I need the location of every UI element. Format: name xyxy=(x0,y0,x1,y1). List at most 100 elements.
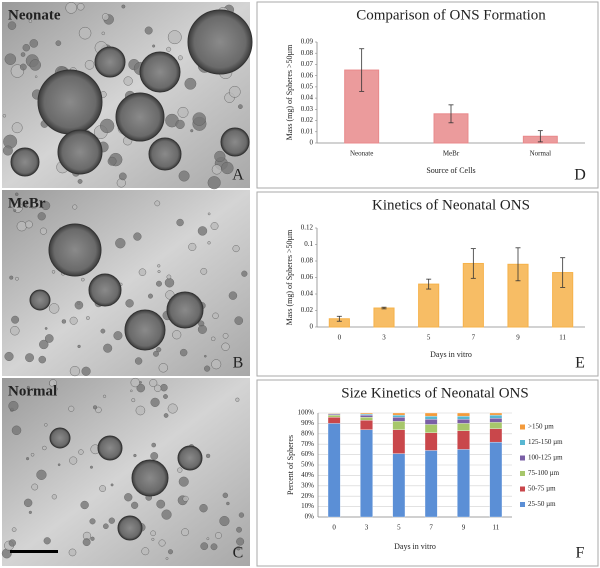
cell xyxy=(26,385,30,390)
cell xyxy=(100,328,106,334)
cell xyxy=(163,394,168,399)
sphere xyxy=(29,289,51,311)
micrograph: Normal C xyxy=(1,377,250,566)
cell xyxy=(2,114,7,118)
cell xyxy=(101,13,110,21)
cell xyxy=(135,405,146,416)
sphere xyxy=(124,309,166,351)
cell xyxy=(77,178,83,184)
micrograph: MeBr B xyxy=(2,190,250,377)
panel-title: Normal xyxy=(8,383,57,399)
cell xyxy=(157,270,161,274)
cell xyxy=(80,500,89,510)
cell xyxy=(179,348,188,357)
y-tick-label: 0.06 xyxy=(301,273,314,281)
cell xyxy=(236,537,245,546)
cell xyxy=(74,300,84,310)
cell xyxy=(103,523,109,530)
cell xyxy=(34,75,38,78)
y-tick-label: 0.06 xyxy=(301,71,314,79)
cell xyxy=(236,526,242,533)
cell xyxy=(204,354,207,358)
legend-label: 75-100 µm xyxy=(528,469,560,477)
cell xyxy=(133,453,137,458)
scale-bar xyxy=(10,550,58,553)
cell xyxy=(205,453,211,459)
cell xyxy=(158,539,166,547)
sphere xyxy=(220,127,250,157)
cell xyxy=(164,277,175,288)
cell xyxy=(8,400,19,412)
cell xyxy=(197,324,207,334)
cell xyxy=(82,538,91,547)
y-tick-label: 0.03 xyxy=(301,105,314,113)
y-tick-label: 0% xyxy=(305,513,315,521)
cell xyxy=(207,241,211,245)
cell xyxy=(78,449,84,455)
cell xyxy=(7,21,17,30)
cell xyxy=(166,46,172,52)
cell xyxy=(136,383,146,393)
cell xyxy=(20,52,26,57)
chart-title: Comparison of ONS Formation xyxy=(356,7,546,23)
sphere xyxy=(131,459,169,497)
x-tick-label: MeBr xyxy=(443,150,460,158)
cell xyxy=(8,539,16,547)
y-axis-title: Mass (mg) of Spheres >50µm xyxy=(285,44,294,141)
cell xyxy=(163,413,169,418)
bar-segment xyxy=(489,412,503,416)
bar-segment xyxy=(327,417,341,424)
bar-segment xyxy=(360,414,373,418)
sphere xyxy=(57,129,103,175)
y-axis-title: Percent of Spheres xyxy=(286,435,295,495)
cell xyxy=(131,501,139,509)
chart-title: Kinetics of Neonatal ONS xyxy=(372,197,530,213)
cell xyxy=(207,176,221,190)
cell xyxy=(51,270,56,274)
sphere xyxy=(88,273,122,307)
cell xyxy=(235,397,240,402)
cell xyxy=(48,303,60,314)
cell xyxy=(177,55,183,61)
x-tick-label: 7 xyxy=(472,334,476,342)
cell xyxy=(10,326,20,336)
cell xyxy=(181,528,190,537)
legend-swatch xyxy=(520,440,525,445)
cell xyxy=(228,85,241,98)
cell xyxy=(90,536,95,541)
cell xyxy=(222,332,229,339)
y-tick-label: 30% xyxy=(301,481,314,489)
bar-segment xyxy=(392,414,406,418)
cell xyxy=(167,30,182,45)
x-tick-label: 5 xyxy=(397,524,401,532)
panel-title: Neonate xyxy=(8,7,61,23)
cell xyxy=(150,452,159,460)
cell xyxy=(221,161,234,175)
legend-swatch xyxy=(520,502,525,507)
cell xyxy=(130,377,140,388)
cell xyxy=(43,537,51,545)
cell xyxy=(178,476,189,487)
cell xyxy=(11,527,17,532)
cell xyxy=(207,212,211,216)
cell xyxy=(200,542,209,551)
cell xyxy=(177,106,189,118)
legend-swatch xyxy=(520,455,525,461)
cell xyxy=(118,172,127,181)
bar-segment xyxy=(457,412,470,417)
cell xyxy=(138,268,147,276)
bar-segment xyxy=(360,429,373,518)
error-bar xyxy=(426,278,432,290)
bar-segment xyxy=(327,412,341,414)
cell xyxy=(11,315,20,324)
bar-segment xyxy=(489,414,503,419)
y-tick-label: 10% xyxy=(301,502,314,510)
cell xyxy=(39,227,47,235)
cell xyxy=(237,104,243,109)
y-tick-label: 80% xyxy=(301,429,314,437)
cell xyxy=(130,389,133,393)
cell xyxy=(184,77,197,90)
cell xyxy=(39,339,49,350)
cell xyxy=(25,353,35,363)
